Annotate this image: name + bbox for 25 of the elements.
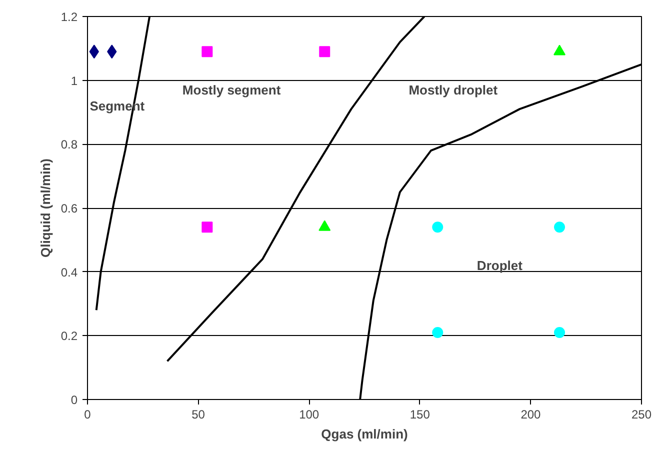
point: [554, 222, 566, 233]
x-axis-title: Qgas (ml/min): [321, 426, 408, 442]
x-tick-label: 200: [520, 408, 542, 422]
point: [432, 222, 444, 233]
point: [202, 46, 213, 58]
annotation: Droplet: [476, 258, 524, 273]
y-tick-label: 0: [70, 393, 78, 407]
point: [432, 326, 444, 338]
x-tick-label: 0: [84, 408, 92, 422]
point: [319, 46, 330, 58]
y-tick-label: 0.6: [60, 202, 78, 216]
y-tick-label: 1.2: [60, 10, 78, 24]
y-axis-title: Qliquid (ml/min): [38, 158, 53, 258]
x-tick-label: 150: [410, 408, 430, 422]
y-tick-label: 1: [70, 74, 78, 88]
point: [202, 222, 213, 233]
x-tick-label: 50: [192, 408, 206, 422]
x-tick-label: 100: [299, 408, 320, 422]
point: [554, 326, 566, 338]
y-tick-label: 0.8: [60, 138, 78, 152]
x-tick-label: 250: [631, 408, 652, 422]
y-tick-label: 0.2: [60, 329, 78, 344]
annotation: Mostly segment: [182, 82, 282, 98]
y-tick-label: 0.4: [60, 265, 78, 280]
annotation: Mostly droplet: [408, 82, 498, 98]
